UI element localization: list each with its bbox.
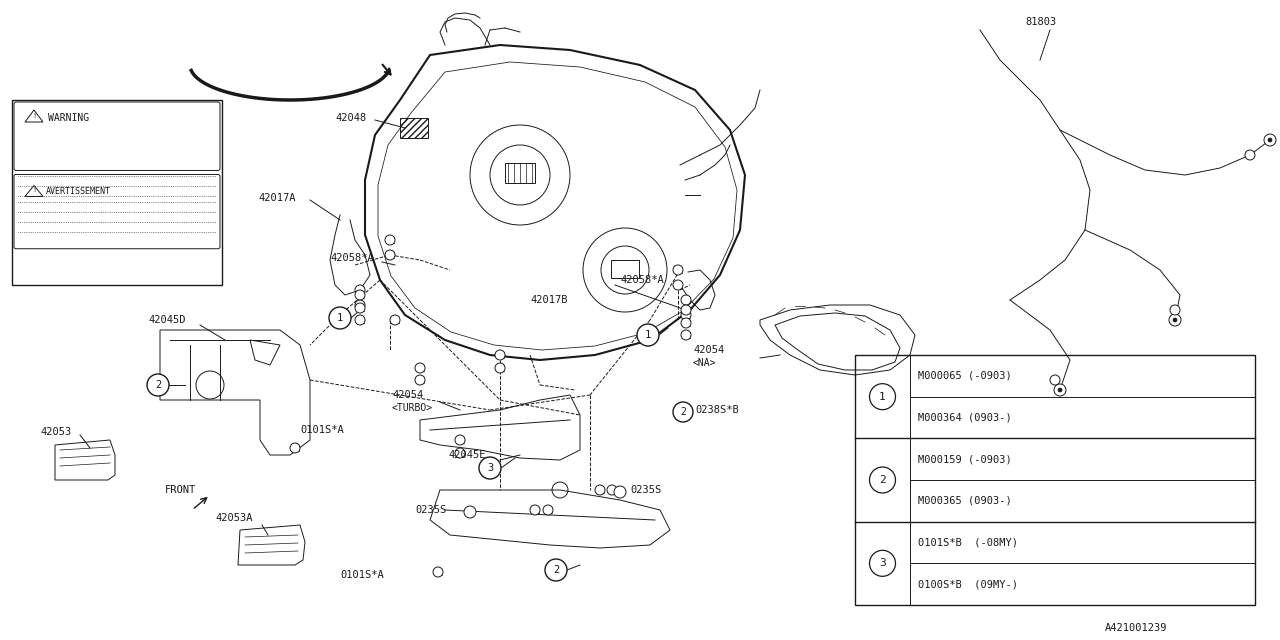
Circle shape (495, 363, 506, 373)
Circle shape (637, 324, 659, 346)
Circle shape (390, 315, 399, 325)
Circle shape (673, 280, 684, 290)
Text: 3: 3 (879, 558, 886, 568)
Text: 0101S*A: 0101S*A (340, 570, 384, 580)
Circle shape (1268, 138, 1272, 142)
Circle shape (329, 307, 351, 329)
Text: 2: 2 (879, 475, 886, 485)
Bar (12, 100, 221, 285)
Circle shape (355, 300, 365, 310)
Text: M000159 (-0903): M000159 (-0903) (918, 454, 1011, 464)
Text: 42045D: 42045D (148, 315, 186, 325)
Circle shape (681, 305, 691, 315)
Circle shape (465, 506, 476, 518)
Text: 81803: 81803 (1025, 17, 1056, 27)
Text: 1: 1 (879, 392, 886, 402)
Text: !: ! (32, 188, 36, 193)
Circle shape (385, 235, 396, 245)
Circle shape (479, 457, 500, 479)
Circle shape (1265, 134, 1276, 146)
Circle shape (869, 383, 896, 410)
Circle shape (530, 505, 540, 515)
Text: <NA>: <NA> (692, 358, 717, 368)
Text: 0235S: 0235S (415, 505, 447, 515)
Circle shape (681, 295, 691, 305)
Circle shape (291, 443, 300, 453)
Circle shape (545, 559, 567, 581)
Text: 2: 2 (155, 380, 161, 390)
Text: 42054: 42054 (692, 345, 724, 355)
Bar (399, 118, 428, 138)
Text: 42017B: 42017B (530, 295, 567, 305)
Text: M000364 (0903-): M000364 (0903-) (918, 413, 1011, 422)
Text: M000365 (0903-): M000365 (0903-) (918, 496, 1011, 506)
Circle shape (495, 350, 506, 360)
Bar (855, 355, 1254, 605)
Text: 42053: 42053 (40, 427, 72, 437)
Circle shape (355, 315, 365, 325)
Circle shape (681, 310, 691, 320)
Text: 0101S*A: 0101S*A (300, 425, 344, 435)
Text: 2: 2 (553, 565, 559, 575)
Text: 42045E: 42045E (448, 450, 485, 460)
Text: !: ! (32, 113, 36, 119)
Text: M000065 (-0903): M000065 (-0903) (918, 371, 1011, 381)
Circle shape (614, 486, 626, 498)
Circle shape (673, 402, 692, 422)
Circle shape (355, 285, 365, 295)
Circle shape (681, 330, 691, 340)
Text: AVERTISSEMENT: AVERTISSEMENT (46, 187, 111, 196)
Text: 0235S: 0235S (630, 485, 662, 495)
Circle shape (433, 567, 443, 577)
Circle shape (385, 250, 396, 260)
Circle shape (607, 485, 617, 495)
Circle shape (1169, 314, 1181, 326)
Circle shape (1053, 384, 1066, 396)
Circle shape (869, 550, 896, 577)
Text: 1: 1 (645, 330, 652, 340)
Text: 0238S*B: 0238S*B (695, 405, 739, 415)
Text: 0101S*B  (-08MY): 0101S*B (-08MY) (918, 538, 1018, 547)
Circle shape (673, 265, 684, 275)
Text: FRONT: FRONT (165, 485, 196, 495)
Text: 42048: 42048 (335, 113, 366, 123)
Text: WARNING: WARNING (49, 113, 90, 123)
Circle shape (355, 290, 365, 300)
Text: 42058*A: 42058*A (330, 253, 374, 263)
Text: A421001239: A421001239 (1105, 623, 1167, 633)
Circle shape (543, 505, 553, 515)
Text: 2: 2 (680, 407, 686, 417)
Text: 3: 3 (486, 463, 493, 473)
Circle shape (1172, 318, 1178, 322)
Circle shape (1245, 150, 1254, 160)
Circle shape (454, 435, 465, 445)
Text: 42054: 42054 (392, 390, 424, 400)
Text: 0100S*B  (09MY-): 0100S*B (09MY-) (918, 579, 1018, 589)
Circle shape (415, 363, 425, 373)
Circle shape (595, 485, 605, 495)
Text: <TURBO>: <TURBO> (392, 403, 433, 413)
Circle shape (454, 448, 465, 458)
Circle shape (147, 374, 169, 396)
Circle shape (681, 318, 691, 328)
Circle shape (1050, 375, 1060, 385)
Text: 42053A: 42053A (215, 513, 252, 523)
Circle shape (415, 375, 425, 385)
Text: 1: 1 (337, 313, 343, 323)
Circle shape (1170, 305, 1180, 315)
Text: 42017A: 42017A (259, 193, 296, 203)
Circle shape (1059, 388, 1062, 392)
Circle shape (355, 303, 365, 313)
Text: 42058*A: 42058*A (620, 275, 664, 285)
Circle shape (869, 467, 896, 493)
